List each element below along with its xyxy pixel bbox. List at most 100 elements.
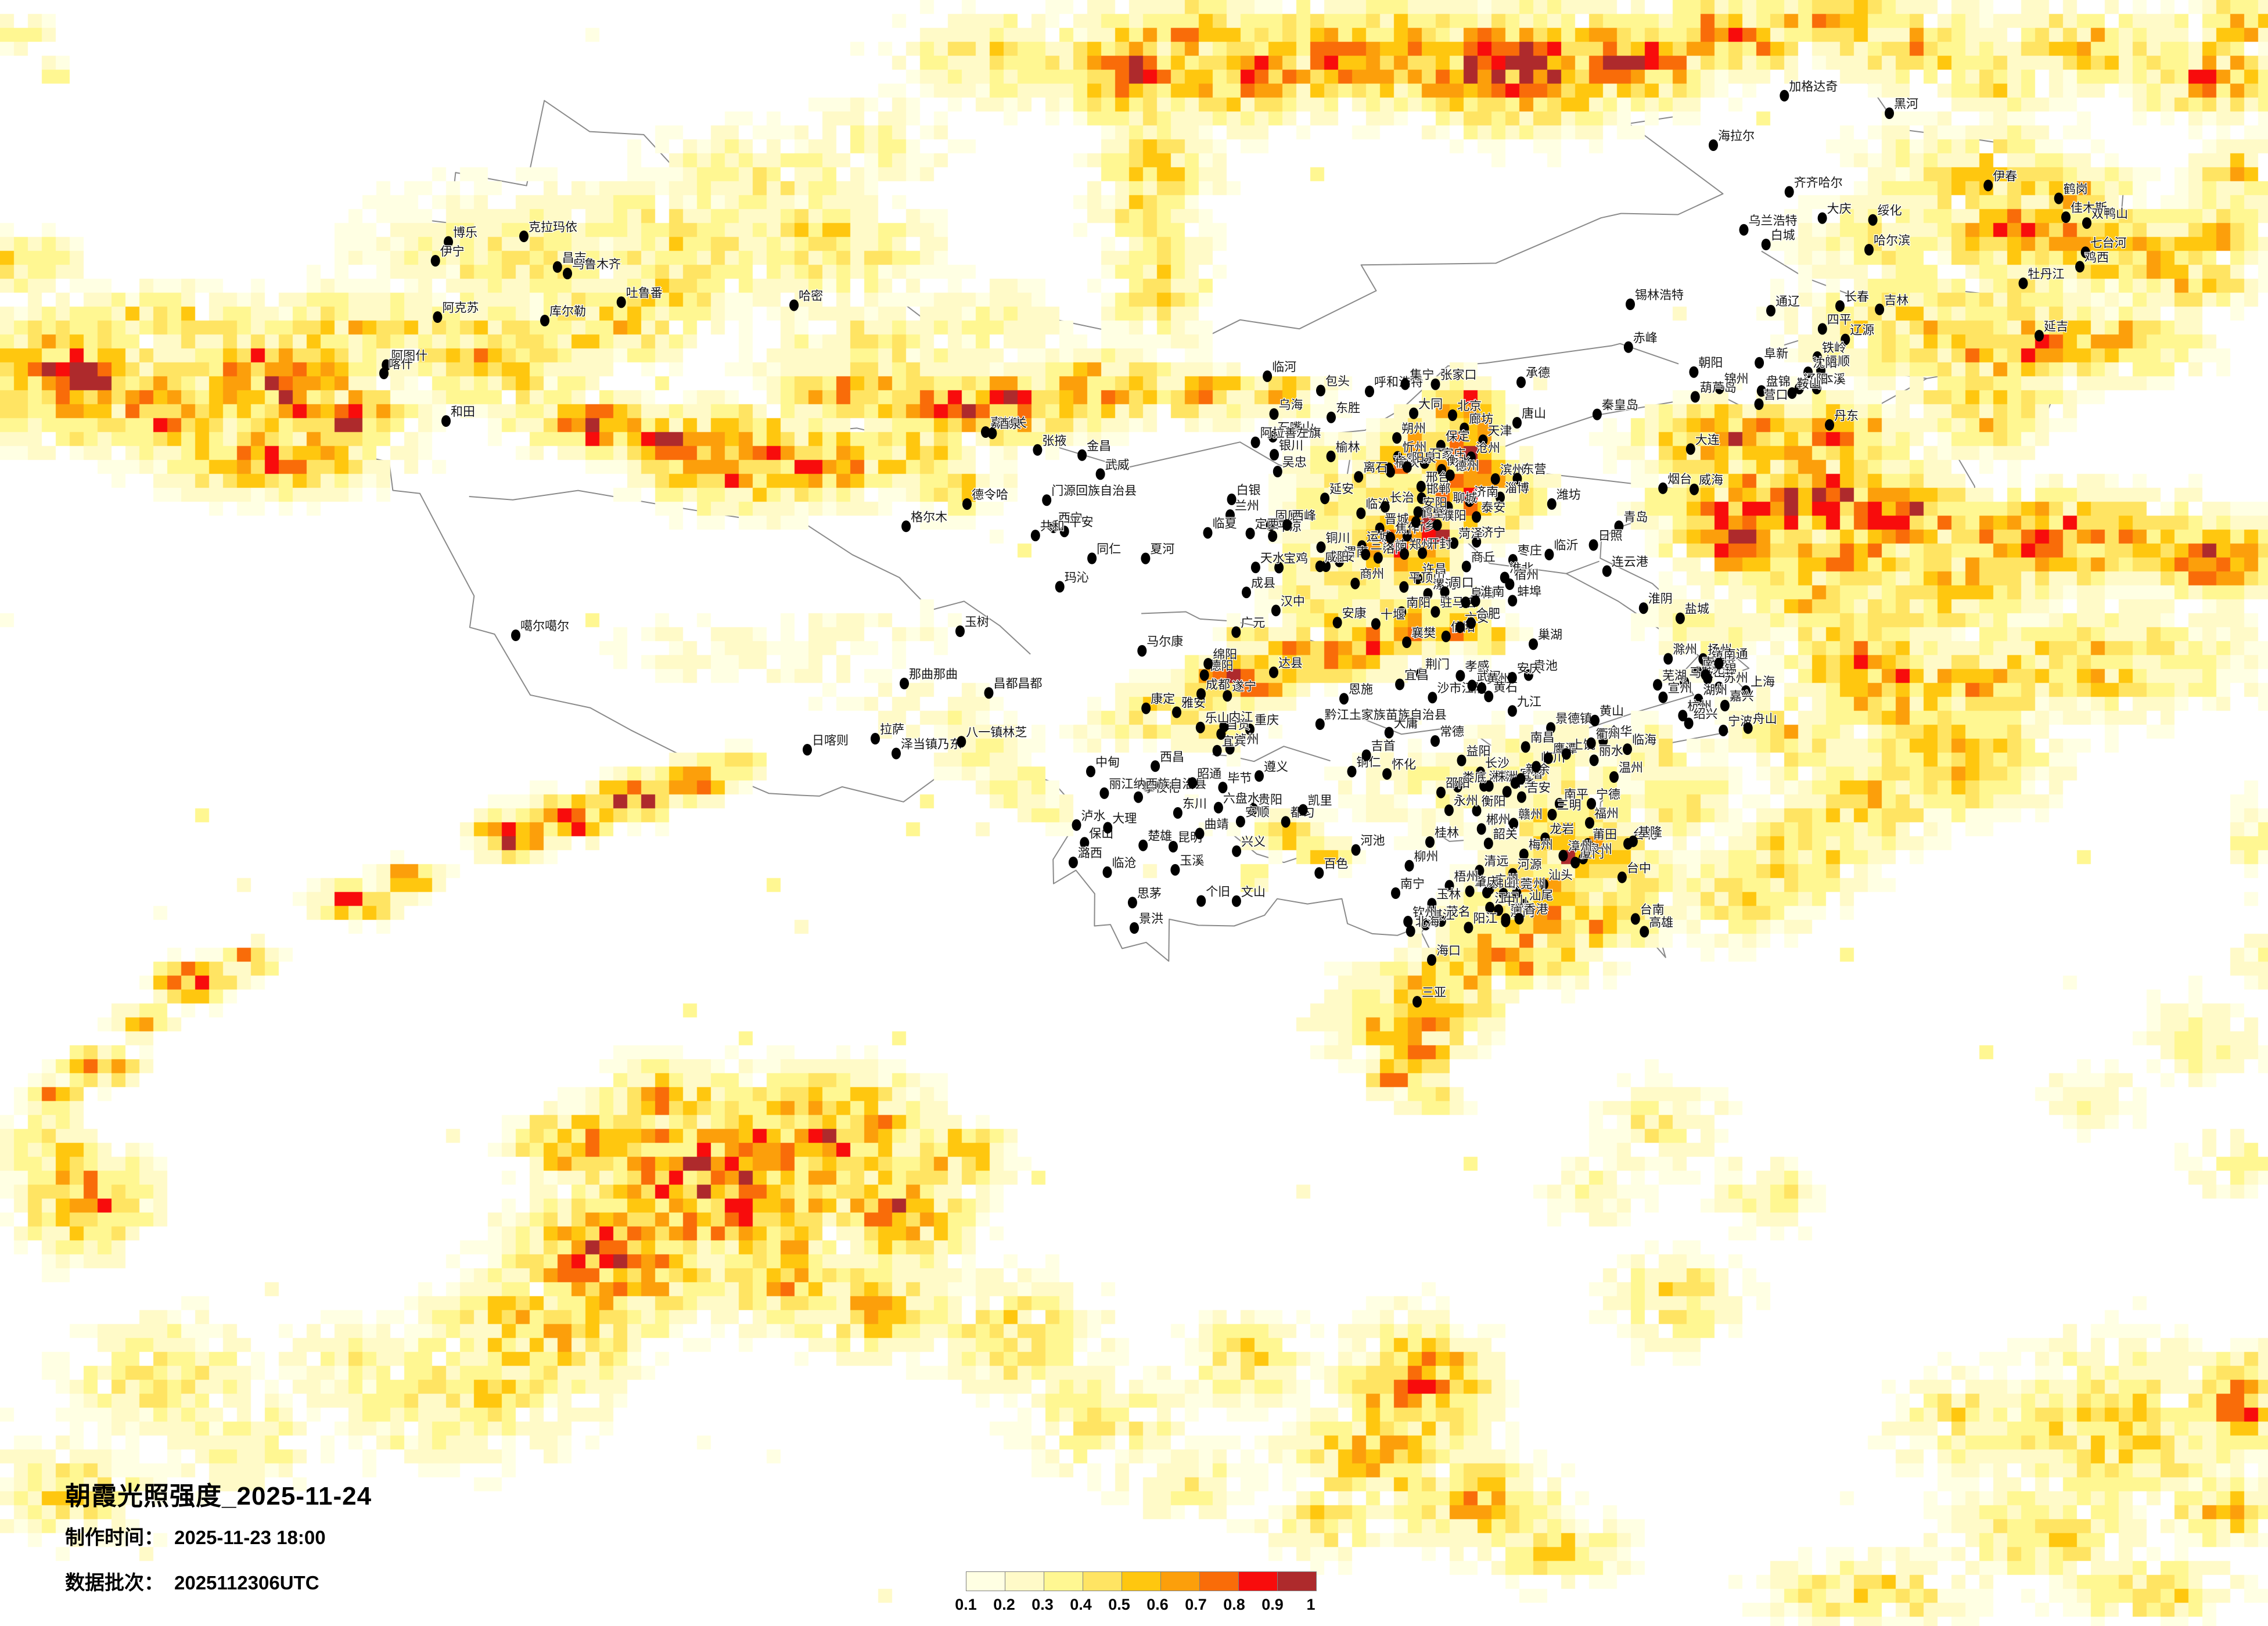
city-dot bbox=[1885, 107, 1894, 119]
city-dot bbox=[1270, 449, 1279, 461]
city-label: 安阳 bbox=[1423, 497, 1447, 510]
city-dot bbox=[1436, 440, 1446, 452]
city-dot bbox=[2080, 246, 2090, 258]
city-label: 克拉玛依 bbox=[529, 221, 577, 234]
city-dot bbox=[1380, 501, 1390, 513]
city-dot bbox=[1554, 798, 1564, 810]
city-dot bbox=[1196, 688, 1206, 700]
city-dot bbox=[1803, 366, 1813, 379]
city-label: 巢湖 bbox=[1538, 628, 1562, 642]
city-dot bbox=[1508, 554, 1518, 566]
city-dot bbox=[540, 315, 549, 326]
city-label: 昭通 bbox=[1197, 767, 1221, 780]
city-dot bbox=[1417, 492, 1426, 504]
city-label: 文山 bbox=[1241, 886, 1266, 899]
city-dot bbox=[1399, 581, 1409, 593]
city-dot bbox=[2018, 277, 2028, 289]
city-label: 阿克苏 bbox=[442, 301, 479, 315]
city-dot bbox=[1250, 436, 1260, 448]
city-dot bbox=[1404, 859, 1414, 872]
production-time-value: 2025-11-23 18:00 bbox=[174, 1527, 326, 1548]
city-dot bbox=[1351, 844, 1361, 856]
city-label: 合肥 bbox=[1476, 607, 1500, 621]
city-label: 鹤岗 bbox=[2064, 183, 2088, 196]
city-dot bbox=[1464, 922, 1473, 934]
city-label: 牡丹江 bbox=[2028, 268, 2065, 281]
city-dot bbox=[901, 520, 911, 533]
city-dot bbox=[552, 261, 562, 273]
city-dot bbox=[1476, 767, 1485, 778]
city-label: 南阳 bbox=[1406, 596, 1430, 610]
city-label: 马尔康 bbox=[1146, 635, 1183, 649]
city-dot bbox=[1269, 666, 1278, 678]
city-label: 河源 bbox=[1518, 858, 1542, 872]
city-label: 扬州 bbox=[1708, 643, 1732, 657]
city-label: 绍兴 bbox=[1694, 708, 1718, 721]
city-dot bbox=[1586, 737, 1596, 749]
city-dot bbox=[900, 678, 909, 689]
city-dot bbox=[1460, 422, 1469, 434]
city-dot bbox=[1232, 845, 1242, 857]
city-dot bbox=[1514, 913, 1524, 924]
city-label: 咸阳 bbox=[1325, 551, 1349, 564]
legend-cell-0.9 bbox=[1277, 1571, 1317, 1591]
city-label: 临夏 bbox=[1213, 517, 1237, 531]
city-label: 内江 bbox=[1228, 711, 1253, 724]
city-dot bbox=[1521, 741, 1530, 753]
city-label: 德阳 bbox=[1209, 660, 1234, 673]
city-label: 吉林 bbox=[1884, 294, 1908, 307]
city-label: 聊城 bbox=[1453, 491, 1478, 505]
city-dot bbox=[1373, 552, 1383, 564]
city-dot bbox=[1339, 693, 1349, 705]
city-label: 承德 bbox=[1526, 366, 1550, 380]
city-dot bbox=[1512, 887, 1522, 899]
city-dot bbox=[1841, 333, 1850, 346]
city-label: 海拉尔 bbox=[1718, 129, 1755, 143]
city-dot bbox=[1484, 690, 1494, 703]
city-label: 晋城 bbox=[1385, 513, 1409, 526]
city-label: 潍坊 bbox=[1557, 488, 1581, 502]
city-dot bbox=[1507, 705, 1517, 717]
city-label: 景德镇 bbox=[1555, 713, 1592, 726]
city-dot bbox=[871, 733, 880, 744]
city-label: 龙岩 bbox=[1550, 823, 1574, 836]
city-label: 离石 bbox=[1363, 461, 1388, 474]
city-dot bbox=[1199, 669, 1209, 681]
city-label: 玛沁 bbox=[1065, 571, 1089, 584]
city-dot bbox=[1694, 693, 1703, 706]
city-label: 衡阳 bbox=[1482, 795, 1506, 808]
city-dot bbox=[1835, 300, 1845, 312]
city-label: 佛山 bbox=[1491, 877, 1516, 890]
city-dot bbox=[1787, 387, 1797, 399]
city-label: 绥化 bbox=[1878, 204, 1902, 218]
city-dot bbox=[1512, 417, 1522, 429]
city-label: 台中 bbox=[1627, 862, 1651, 875]
city-label: 三明 bbox=[1557, 799, 1582, 812]
city-dot bbox=[1448, 409, 1457, 421]
city-label: 基隆 bbox=[1638, 826, 1662, 839]
city-dot bbox=[1430, 378, 1440, 390]
city-label: 武威 bbox=[1105, 458, 1130, 472]
city-label: 沧州 bbox=[1476, 441, 1500, 455]
city-label: 盘锦 bbox=[1766, 375, 1791, 388]
city-label: 泰安 bbox=[1481, 501, 1505, 515]
city-label: 延吉 bbox=[2044, 320, 2068, 333]
city-dot bbox=[1658, 482, 1668, 494]
city-label: 博乐 bbox=[453, 226, 477, 240]
city-label: 贵阳 bbox=[1258, 793, 1282, 807]
city-label: 威海 bbox=[1699, 474, 1723, 487]
city-label: 上海 bbox=[1751, 675, 1775, 689]
city-label: 永州 bbox=[1454, 794, 1478, 808]
city-label: 朔州 bbox=[1401, 422, 1426, 436]
city-dot bbox=[1327, 411, 1336, 423]
city-label: 台北 bbox=[1633, 828, 1657, 841]
city-label: 河池 bbox=[1361, 834, 1385, 848]
city-dot bbox=[1030, 530, 1040, 542]
city-label: 德州 bbox=[1455, 459, 1479, 473]
city-dot bbox=[1419, 457, 1429, 469]
legend-cell-0.8 bbox=[1238, 1571, 1278, 1591]
city-dot bbox=[1817, 323, 1827, 335]
city-dot bbox=[1087, 552, 1097, 564]
city-label: 桂林 bbox=[1435, 826, 1459, 840]
city-dot bbox=[1703, 672, 1713, 685]
